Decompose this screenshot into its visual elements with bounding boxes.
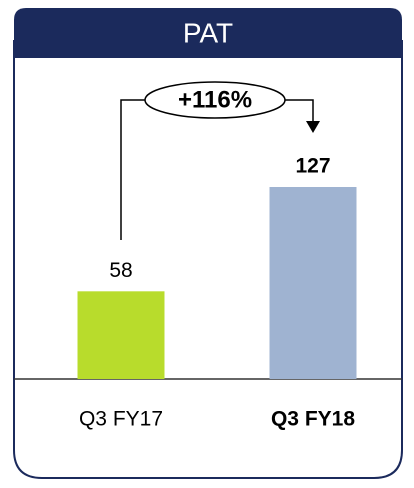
annotation: +116% bbox=[178, 86, 252, 113]
arrow-head bbox=[306, 121, 320, 133]
bar bbox=[269, 187, 357, 379]
data-label: 127 bbox=[295, 155, 330, 178]
data-label: 58 bbox=[109, 259, 132, 282]
x-tick-label: Q3 FY17 bbox=[79, 408, 163, 431]
connector bbox=[120, 99, 146, 240]
x-tick-label: Q3 FY18 bbox=[271, 408, 355, 431]
chart-title: PAT bbox=[183, 17, 233, 48]
connector bbox=[284, 99, 314, 122]
bar bbox=[77, 291, 165, 379]
panel-border bbox=[13, 40, 403, 479]
annotation-bubble bbox=[144, 81, 286, 119]
header-band bbox=[14, 8, 402, 58]
